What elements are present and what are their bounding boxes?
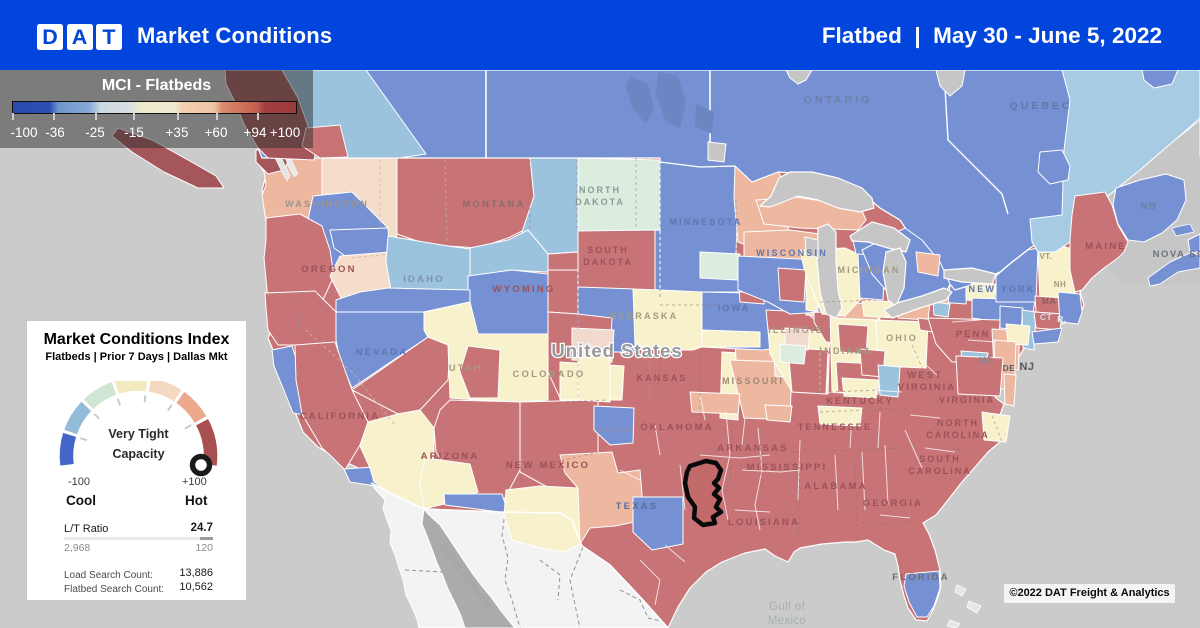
svg-text:CALIFORNIA: CALIFORNIA [300,411,381,422]
svg-text:MD: MD [979,355,993,365]
svg-text:CAROLINA: CAROLINA [908,466,972,476]
svg-text:MAINE: MAINE [1085,241,1127,252]
svg-text:MA: MA [1042,296,1056,306]
svg-text:NORTH: NORTH [937,418,979,428]
svg-text:Very Tight: Very Tight [108,427,169,441]
svg-text:NEW YORK: NEW YORK [969,284,1036,294]
svg-text:DE: DE [1003,363,1016,373]
svg-text:VT.: VT. [1039,252,1052,261]
svg-text:WISCONSIN: WISCONSIN [756,248,828,258]
svg-text:GEORGIA: GEORGIA [863,498,923,509]
svg-text:TEXAS: TEXAS [616,501,659,512]
svg-text:OHIO: OHIO [886,333,918,343]
svg-text:NOVA SC: NOVA SC [1153,249,1200,260]
svg-text:NEBRASKA: NEBRASKA [610,311,679,321]
svg-text:TENNESSEE: TENNESSEE [798,422,872,432]
svg-text:KENTUCKY: KENTUCKY [826,396,894,406]
svg-text:MONTANA: MONTANA [462,199,525,210]
svg-text:OKLAHOMA: OKLAHOMA [640,422,714,433]
svg-text:ALABAMA: ALABAMA [804,481,867,492]
svg-text:WEST: WEST [907,370,942,381]
svg-text:NB: NB [1141,201,1158,212]
svg-text:NEVADA: NEVADA [356,347,409,358]
svg-text:UTAH: UTAH [449,363,483,374]
svg-text:DAKOTA: DAKOTA [583,257,633,267]
svg-text:CT: CT [1040,312,1053,322]
svg-text:Mexico: Mexico [768,615,806,627]
svg-text:ARIZONA: ARIZONA [421,451,480,462]
svg-text:SOUTH: SOUTH [587,245,629,255]
svg-text:MINNESOTA: MINNESOTA [669,217,742,227]
svg-text:PENN: PENN [956,329,990,340]
svg-text:OREGON: OREGON [301,264,356,275]
svg-text:MISSOURI: MISSOURI [722,376,784,386]
svg-text:MICHIGAN: MICHIGAN [837,265,900,275]
svg-text:NORTH: NORTH [579,185,621,195]
svg-text:QUEBEC: QUEBEC [1010,100,1073,112]
svg-text:Capacity: Capacity [112,447,164,461]
svg-text:IDAHO: IDAHO [403,274,445,285]
svg-text:ONTARIO: ONTARIO [804,94,873,106]
svg-text:INDIANA: INDIANA [820,346,873,356]
svg-text:ILLINOIS: ILLINOIS [768,325,824,335]
svg-text:IOWA: IOWA [718,303,751,313]
svg-text:VIRGINIA: VIRGINIA [898,382,956,393]
svg-text:VIRGINIA: VIRGINIA [939,395,995,405]
svg-text:CAROLINA: CAROLINA [926,430,990,440]
svg-text:NH: NH [1054,280,1067,289]
svg-text:United States: United States [551,340,682,361]
svg-text:Gulf of: Gulf of [769,601,805,613]
svg-text:SOUTH: SOUTH [919,454,961,464]
svg-text:COLORADO: COLORADO [512,369,585,380]
svg-text:WYOMING: WYOMING [493,284,556,295]
svg-text:NJ: NJ [1019,361,1034,373]
svg-text:MISSISSIPPI: MISSISSIPPI [747,462,828,473]
svg-text:ARKANSAS: ARKANSAS [717,443,788,454]
svg-text:FLORIDA: FLORIDA [892,572,950,583]
svg-text:DAKOTA: DAKOTA [575,197,625,207]
svg-text:NEW MEXICO: NEW MEXICO [506,460,590,471]
svg-text:LOUISIANA: LOUISIANA [728,517,800,528]
svg-text:KANSAS: KANSAS [636,373,687,383]
svg-text:WASHINGTON: WASHINGTON [285,199,369,209]
svg-text:R.: R. [1057,314,1067,324]
